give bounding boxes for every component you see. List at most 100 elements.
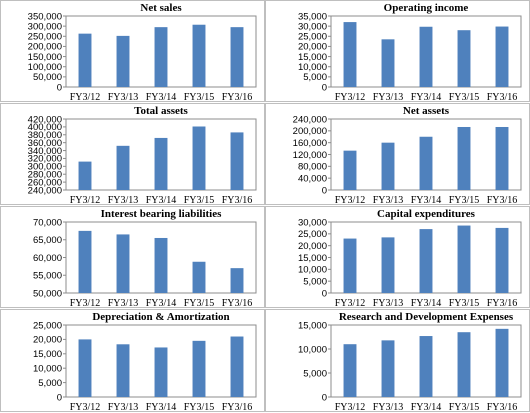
y-tick-label: 10,000 (298, 265, 327, 276)
bar (192, 24, 206, 88)
bar (230, 132, 244, 190)
y-tick-label: 25,000 (298, 32, 327, 43)
x-tick-label: FY3/12 (335, 298, 366, 309)
x-tick-label: FY3/12 (70, 298, 101, 309)
x-tick-label: FY3/15 (449, 195, 480, 206)
y-tick-label: 70,000 (33, 217, 62, 228)
chart-net-assets: Net assets 0 40,000 80,000 120,000 160,000 200… (265, 103, 530, 206)
y-tick-label: 55,000 (33, 271, 62, 282)
y-tick-label: 240,000 (293, 114, 327, 125)
chart-border (0, 103, 265, 205)
x-tick-label: FY3/12 (335, 195, 366, 206)
x-tick-label: FY3/13 (108, 92, 139, 103)
y-tick-label: 380,000 (28, 130, 62, 141)
chart-svg: Interest bearing liabilities 50,000 55,000… (0, 206, 265, 309)
y-tick-label: 40,000 (298, 173, 327, 184)
x-tick-label: FY3/13 (373, 92, 404, 103)
y-tick-label: 260,000 (28, 177, 62, 188)
chart-svg: Capital expenditures 05,00010,00015,00020… (265, 206, 530, 309)
x-tick-label: FY3/14 (146, 92, 177, 103)
y-tick-label: 10,000 (298, 344, 327, 355)
chart-svg: Research and Development Expenses 0 5,000 1… (265, 309, 530, 413)
bar (192, 340, 206, 397)
y-tick-label: 0 (57, 82, 62, 93)
chart-svg: Net assets 040,00080,000120,000160,000200… (265, 103, 530, 206)
bar (495, 26, 509, 88)
y-tick-label: 0 (322, 392, 327, 403)
y-tick-label: 15,000 (298, 253, 327, 264)
chart-operating-income: Operating income 0 5,000 10,000 15,000 20,000… (265, 0, 530, 103)
chart-svg: Total assets 240,000260,000280,000300,000… (0, 103, 265, 206)
x-tick-label: FY3/14 (411, 298, 442, 309)
x-tick-label: FY3/12 (335, 92, 366, 103)
y-tick-label: 50,000 (33, 288, 62, 299)
bar (230, 27, 244, 87)
chart-title: Capital expenditures (377, 208, 476, 220)
y-tick-label: 20,000 (298, 241, 327, 252)
bar (78, 33, 92, 87)
x-tick-label: FY3/16 (487, 402, 518, 413)
x-tick-label: FY3/14 (146, 298, 177, 309)
y-tick-label: 25,000 (33, 320, 62, 331)
y-tick-label: 340,000 (28, 146, 62, 157)
bar (381, 340, 395, 397)
chart-net-sales: Net sales 0 50,000 100,000 150,000 200,000 250… (0, 0, 265, 103)
chart-border (265, 309, 530, 412)
bar (343, 22, 357, 87)
bar (419, 26, 433, 88)
y-tick-label: 20,000 (33, 335, 62, 346)
x-tick-label: FY3/15 (184, 298, 215, 309)
y-tick-label: 320,000 (28, 154, 62, 165)
y-tick-label: 30,000 (298, 21, 327, 32)
x-tick-label: FY3/15 (184, 92, 215, 103)
chart-svg: Depreciation & Amortization 0 5,000 10,000 1… (0, 309, 265, 413)
x-tick-label: FY3/15 (184, 195, 215, 206)
y-tick-label: 300,000 (28, 162, 62, 173)
x-tick-label: FY3/16 (487, 92, 518, 103)
chart-total-assets: Total assets 240,000 260,000 280,000 300,000… (0, 103, 265, 206)
y-tick-label: 250,000 (28, 32, 62, 43)
chart-rd-expenses: Research and Development Expenses 0 5,000 1… (265, 309, 530, 413)
y-tick-label: 200,000 (293, 126, 327, 137)
x-tick-label: FY3/15 (184, 402, 215, 413)
y-tick-label: 350,000 (28, 11, 62, 22)
y-tick-label: 0 (57, 392, 62, 403)
y-tick-label: 360,000 (28, 138, 62, 149)
bar (116, 35, 130, 87)
x-tick-label: FY3/14 (411, 402, 442, 413)
bar (457, 225, 471, 293)
bar (192, 126, 206, 190)
x-tick-label: FY3/14 (146, 195, 177, 206)
chart-border (265, 0, 530, 102)
x-tick-label: FY3/16 (222, 195, 253, 206)
chart-capital-expenditures: Capital expenditures 0 5,000 10,000 15,000 20… (265, 206, 530, 309)
x-tick-label: FY3/12 (70, 402, 101, 413)
bar (192, 261, 206, 293)
chart-border (0, 206, 265, 308)
x-tick-label: FY3/15 (449, 402, 480, 413)
y-tick-label: 420,000 (28, 114, 62, 125)
x-tick-label: FY3/16 (222, 402, 253, 413)
y-tick-label: 400,000 (28, 122, 62, 133)
bar (116, 145, 130, 190)
x-tick-label: FY3/13 (373, 402, 404, 413)
y-tick-label: 0 (322, 82, 327, 93)
x-tick-label: FY3/12 (70, 195, 101, 206)
y-tick-label: 30,000 (298, 217, 327, 228)
y-tick-label: 280,000 (28, 170, 62, 181)
chart-title: Depreciation & Amortization (92, 311, 229, 323)
x-tick-label: FY3/14 (146, 402, 177, 413)
y-tick-label: 0 (322, 185, 327, 196)
y-tick-label: 150,000 (28, 52, 62, 63)
y-tick-label: 240,000 (28, 185, 62, 196)
y-tick-label: 0 (322, 288, 327, 299)
bar (154, 137, 168, 190)
chart-border (265, 206, 530, 308)
bar (78, 339, 92, 397)
x-tick-label: FY3/14 (411, 92, 442, 103)
bar (116, 344, 130, 397)
bar (78, 230, 92, 293)
y-tick-label: 15,000 (33, 349, 62, 360)
bar (495, 227, 509, 293)
